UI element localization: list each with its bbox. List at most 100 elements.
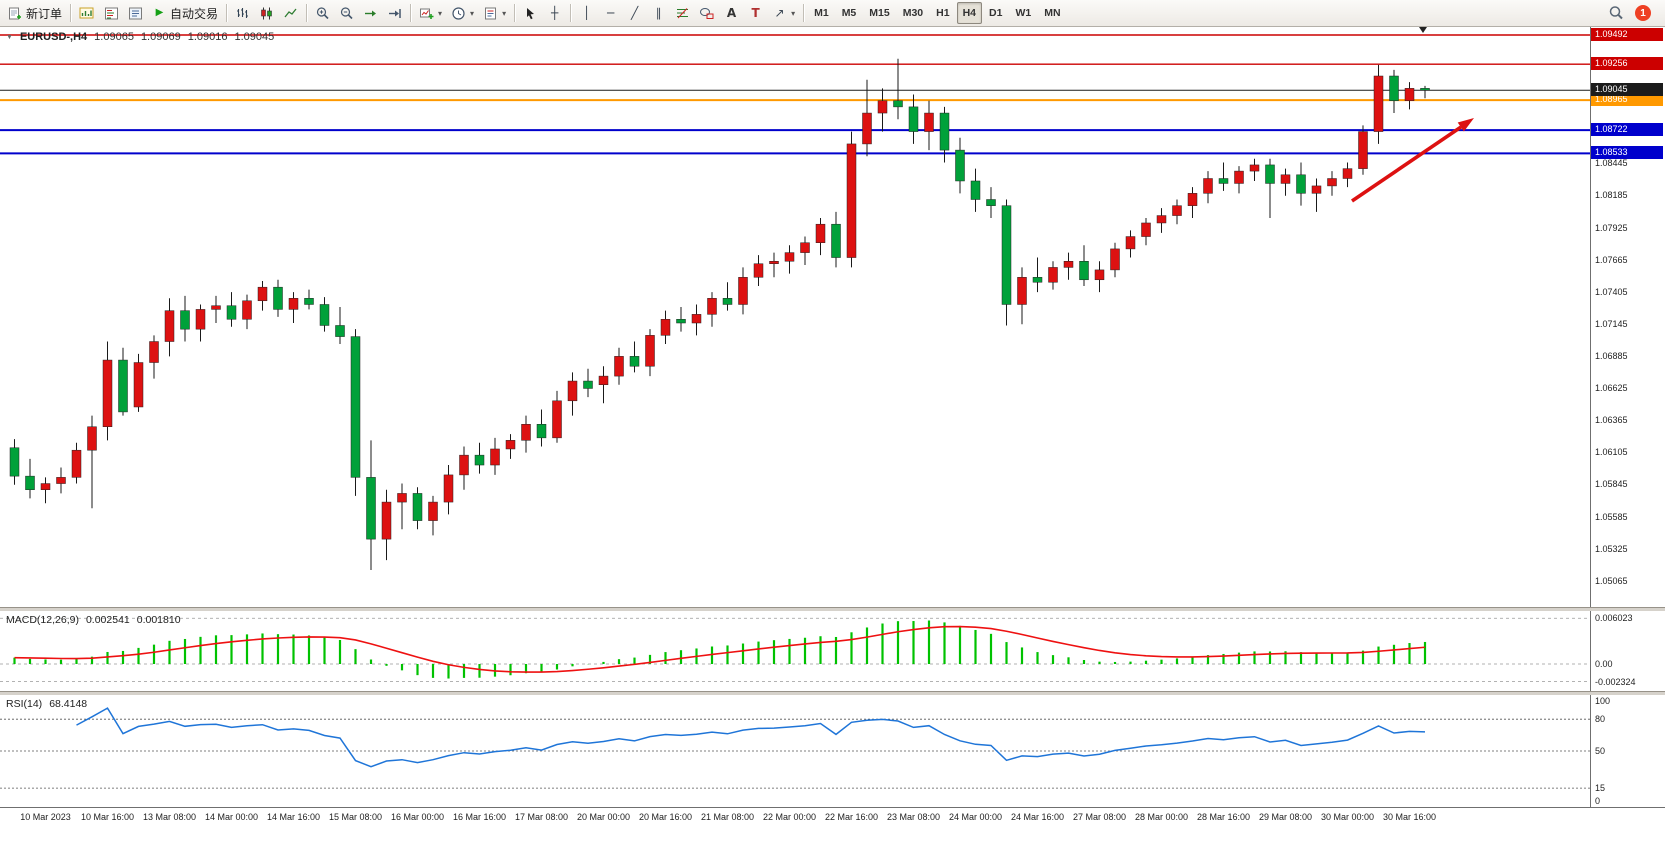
candles-icon [259,6,274,21]
price-label: 1.07665 [1595,254,1628,265]
new-order-button[interactable]: 新订单 [4,2,66,24]
rsi-scale-label: 50 [1595,746,1606,756]
market-watch-button[interactable] [100,2,123,24]
symbol-timeframe-label: EURUSD-,H4 [19,31,88,43]
price-label: 1.07925 [1595,222,1628,233]
horizontal-line-icon: ─ [606,6,615,20]
auto-scroll-button[interactable] [359,2,382,24]
trendline-button[interactable]: ╱ [623,2,646,24]
time-label: 30 Mar 00:00 [1320,812,1375,822]
time-label: 10 Mar 16:00 [80,812,135,822]
timeframe-m5[interactable]: M5 [836,2,863,24]
main-chart-panel[interactable]: ▼ EURUSD-,H4 1.09065 1.09069 1.09016 1.0… [0,27,1665,607]
time-label: 28 Mar 00:00 [1134,812,1189,822]
templates-button[interactable]: ▾ [479,2,510,24]
autotrading-button-label: 自动交易 [170,6,219,21]
time-label: 17 Mar 08:00 [514,812,569,822]
time-label: 27 Mar 08:00 [1072,812,1127,822]
timeframe-m1[interactable]: M1 [808,2,835,24]
zoom-out-button[interactable] [335,2,358,24]
macd-value: 0.002541 [85,614,130,626]
cursor-button[interactable] [519,2,542,24]
price-badge: 1.08533 [1591,146,1663,160]
timeframe-h4[interactable]: H4 [956,2,983,24]
rsi-header: RSI(14) 68.4148 [6,698,87,710]
rsi-axis[interactable]: 100 80 50 15 0 [1590,695,1665,807]
panel-divider[interactable] [0,607,1665,611]
arrow-tool-icon: ↗ [774,6,785,20]
timeframe-w1[interactable]: W1 [1009,2,1037,24]
price-label: 1.07145 [1595,318,1628,329]
time-axis[interactable]: 10 Mar 2023 10 Mar 16:00 13 Mar 08:00 14 Ma… [0,807,1665,828]
ohlc-low: 1.09016 [187,31,228,43]
charts-button[interactable] [75,2,99,24]
rsi-scale-label: 80 [1595,714,1606,725]
time-label: 16 Mar 16:00 [452,812,507,822]
price-badge: 1.09256 [1591,57,1663,71]
macd-scale-label: 0.006023 [1595,613,1633,624]
timeframe-h1[interactable]: H1 [930,2,955,24]
chart-symbol-header: ▼ EURUSD-,H4 1.09065 1.09069 1.09016 1.0… [6,31,274,43]
bars-icon [235,6,250,21]
macd-header: MACD(12,26,9) 0.002541 0.001810 [6,614,181,626]
macd-chart [0,617,1590,683]
periods-button[interactable]: ▾ [447,2,478,24]
charts-icon [79,6,95,21]
shapes-button[interactable] [695,2,719,24]
vertical-line-button[interactable]: │ [575,2,598,24]
toolbar: 新订单 ▶ 自动交易 ▾ ▾ ▾ ┼ │ ─ ╱ ∥ A T ↗ ▾ M1 M5 M15 M30 H1 H4 D1 W1 MN… [0,0,1665,27]
price-label: 1.07405 [1595,286,1628,297]
crosshair-button[interactable]: ┼ [543,2,566,24]
price-label: 1.05845 [1595,479,1628,490]
candlestick-chart[interactable] [0,27,1590,607]
macd-axis[interactable]: 0.006023 0.00 -0.002324 [1590,611,1665,691]
timeframe-m15-label: M15 [869,7,890,19]
chart-shift-button[interactable] [383,2,406,24]
dropdown-caret-icon: ▾ [791,8,796,18]
time-label: 16 Mar 00:00 [390,812,445,822]
panel-divider[interactable] [0,691,1665,695]
time-label: 13 Mar 08:00 [142,812,197,822]
line-icon [283,6,298,21]
price-badge: 1.09492 [1591,28,1663,41]
rsi-panel[interactable]: RSI(14) 68.4148 100 80 50 15 0 [0,695,1665,807]
timeframe-d1[interactable]: D1 [983,2,1008,24]
time-label: 22 Mar 16:00 [824,812,879,822]
price-badge: 1.08965 [1591,93,1663,107]
chart-shift-marker[interactable] [1419,27,1427,33]
time-label: 30 Mar 16:00 [1382,812,1437,822]
timeframe-w1-label: W1 [1015,7,1032,19]
search-button[interactable] [1604,2,1628,24]
timeframe-h4-label: H4 [962,7,977,19]
zoom-in-button[interactable] [311,2,334,24]
toolbar-separator [514,4,516,22]
timeframe-m30[interactable]: M30 [897,2,929,24]
ohlc-open: 1.09065 [94,31,134,43]
toolbar-separator [70,4,72,22]
text-button[interactable]: A [720,2,743,24]
bottom-filler [0,828,1665,845]
price-axis[interactable]: 1.08445 1.08185 1.07925 1.07665 1.07405 1.071… [1590,27,1665,607]
line-chart-button[interactable] [279,2,302,24]
notification-badge[interactable]: 1 [1635,5,1651,21]
label-button[interactable]: T [744,2,767,24]
fibonacci-button[interactable] [671,2,694,24]
navigator-button[interactable] [124,2,147,24]
fibo-icon [675,6,690,21]
price-label: 1.06625 [1595,383,1628,394]
autotrading-button[interactable]: ▶ 自动交易 [148,2,222,24]
new-chart-button[interactable]: ▾ [415,2,446,24]
macd-panel[interactable]: MACD(12,26,9) 0.002541 0.001810 0.006023… [0,611,1665,691]
price-label: 1.08445 [1595,158,1628,169]
timeframe-d1-label: D1 [989,7,1003,19]
bar-chart-button[interactable] [231,2,254,24]
arrows-button[interactable]: ↗ ▾ [768,2,799,24]
timeframe-mn[interactable]: MN [1038,2,1066,24]
timeframe-m15[interactable]: M15 [863,2,895,24]
equidistant-channel-button[interactable]: ∥ [647,2,670,24]
horizontal-line-button[interactable]: ─ [599,2,622,24]
price-label: 1.06365 [1595,415,1628,426]
zoom-in-icon [315,6,330,21]
candlestick-chart-button[interactable] [255,2,278,24]
time-label: 20 Mar 00:00 [576,812,631,822]
